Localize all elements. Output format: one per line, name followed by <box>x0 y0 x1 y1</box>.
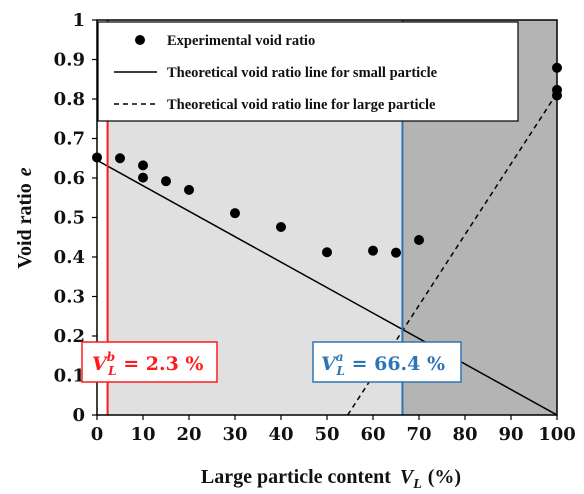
x-tick-label-7: 70 <box>406 424 431 445</box>
annotation-vla-box <box>312 341 462 383</box>
y-tick-label-1: 0.1 <box>54 366 85 387</box>
x-tick-label-8: 80 <box>452 424 477 445</box>
y-axis-title: Void ratioe <box>14 167 36 268</box>
y-tick-label-7: 0.7 <box>54 129 85 150</box>
x-tick-label-3: 30 <box>222 424 247 445</box>
x-tick-label-4: 40 <box>268 424 293 445</box>
y-tick-label-9: 0.9 <box>54 50 85 71</box>
annotation-vlb-box <box>81 341 218 383</box>
y-axis-ticks: 0 0.1 0.2 0.3 0.4 0.5 0.6 0.7 0.8 0.9 1 <box>54 10 97 426</box>
x-tick-label-2: 20 <box>176 424 201 445</box>
data-point-9 <box>368 245 378 256</box>
data-point-5 <box>184 184 194 195</box>
legend-box <box>97 21 519 122</box>
series-line-1 <box>97 159 557 415</box>
annotation-vlb-text: Vb L = 2.3 % <box>92 350 203 378</box>
x-tick-label-9: 90 <box>498 424 523 445</box>
y-tick-label-8: 0.8 <box>54 89 85 110</box>
experimental-points <box>92 62 562 258</box>
x-tick-label-10: 100 <box>538 424 576 445</box>
data-point-8 <box>322 247 332 258</box>
annotation-vla: Va L = 66.4 % <box>312 341 462 383</box>
data-point-3 <box>138 172 148 183</box>
y-tick-label-6: 0.6 <box>54 168 85 189</box>
y-tick-label-4: 0.4 <box>54 247 85 268</box>
x-tick-label-1: 10 <box>130 424 155 445</box>
x-axis-ticks: 0 10 20 30 40 50 60 70 80 90 100 <box>91 415 576 445</box>
annotation-vlb: Vb L = 2.3 % <box>81 341 218 383</box>
legend: Experimental void ratio Theoretical void… <box>97 21 519 122</box>
data-point-10 <box>391 247 401 258</box>
legend-label-large-particle: Theoretical void ratio line for large pa… <box>167 97 436 113</box>
x-tick-label-5: 50 <box>314 424 339 445</box>
data-point-2 <box>138 160 148 171</box>
data-point-6 <box>230 208 240 219</box>
y-tick-label-3: 0.3 <box>54 287 85 308</box>
annotation-vla-text: Va L = 66.4 % <box>321 350 445 378</box>
data-point-7 <box>276 221 286 232</box>
data-point-11 <box>414 235 424 246</box>
legend-label-experimental: Experimental void ratio <box>167 33 315 49</box>
data-point-4 <box>161 176 171 187</box>
legend-marker-experimental <box>135 35 145 45</box>
x-tick-label-6: 60 <box>360 424 385 445</box>
y-tick-label-0: 0 <box>72 405 85 426</box>
x-axis-title: Large particle content VL (%) <box>201 466 461 492</box>
legend-label-small-particle: Theoretical void ratio line for small pa… <box>167 65 438 81</box>
x-tick-label-0: 0 <box>91 424 104 445</box>
data-point-1 <box>115 153 125 164</box>
y-tick-label-5: 0.5 <box>54 208 85 229</box>
y-tick-label-10: 1 <box>72 10 85 31</box>
y-tick-label-2: 0.2 <box>54 326 85 347</box>
